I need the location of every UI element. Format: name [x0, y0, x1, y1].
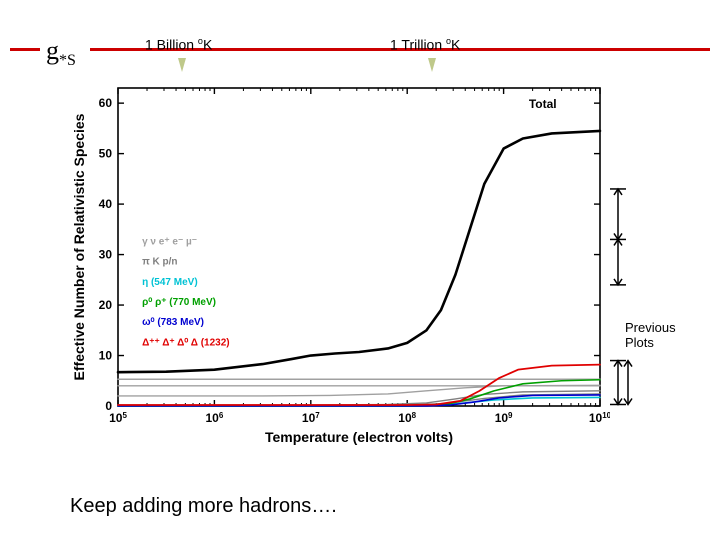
svg-text:40: 40: [99, 197, 113, 211]
svg-text:105: 105: [109, 411, 127, 426]
arrow-billion: [178, 58, 186, 72]
svg-text:108: 108: [398, 411, 416, 426]
gs-main: g: [46, 36, 59, 65]
previous-plots-label: Previous Plots: [625, 320, 676, 350]
svg-text:η (547 MeV): η (547 MeV): [142, 277, 198, 288]
svg-text:60: 60: [99, 96, 113, 110]
label-1-trillion-k: 1 Trillion oK: [390, 36, 460, 53]
gs-symbol: g*S: [46, 36, 76, 70]
svg-text:ρ⁰ ρ⁺ (770 MeV): ρ⁰ ρ⁺ (770 MeV): [142, 297, 216, 308]
svg-text:109: 109: [495, 411, 513, 426]
svg-text:π K p/n: π K p/n: [142, 257, 177, 268]
chart: 01020304050601051061071081091010Temperat…: [70, 80, 610, 450]
svg-text:Total: Total: [529, 97, 557, 111]
svg-text:20: 20: [99, 298, 113, 312]
arrow-trillion: [428, 58, 436, 72]
svg-text:10: 10: [99, 349, 113, 363]
top-divider-left: [10, 48, 40, 51]
svg-text:ω⁰ (783 MeV): ω⁰ (783 MeV): [142, 317, 204, 328]
label-1-billion-k: 1 Billion oK: [145, 36, 212, 53]
svg-text:1010: 1010: [589, 411, 610, 426]
gs-sub: *S: [59, 52, 76, 69]
svg-text:Temperature (electron volts): Temperature (electron volts): [265, 429, 453, 445]
svg-text:30: 30: [99, 248, 113, 262]
svg-text:50: 50: [99, 147, 113, 161]
chart-svg: 01020304050601051061071081091010Temperat…: [70, 80, 610, 450]
svg-text:Effective Number of Relativist: Effective Number of Relativistic Species: [71, 113, 87, 380]
svg-text:107: 107: [302, 411, 320, 426]
bottom-caption: Keep adding more hadrons….: [70, 495, 337, 518]
svg-text:106: 106: [205, 411, 223, 426]
svg-text:Δ⁺⁺ Δ⁺ Δ⁰ Δ (1232): Δ⁺⁺ Δ⁺ Δ⁰ Δ (1232): [142, 337, 230, 348]
svg-text:γ ν e⁺ e⁻ µ⁻: γ ν e⁺ e⁻ µ⁻: [142, 236, 197, 247]
